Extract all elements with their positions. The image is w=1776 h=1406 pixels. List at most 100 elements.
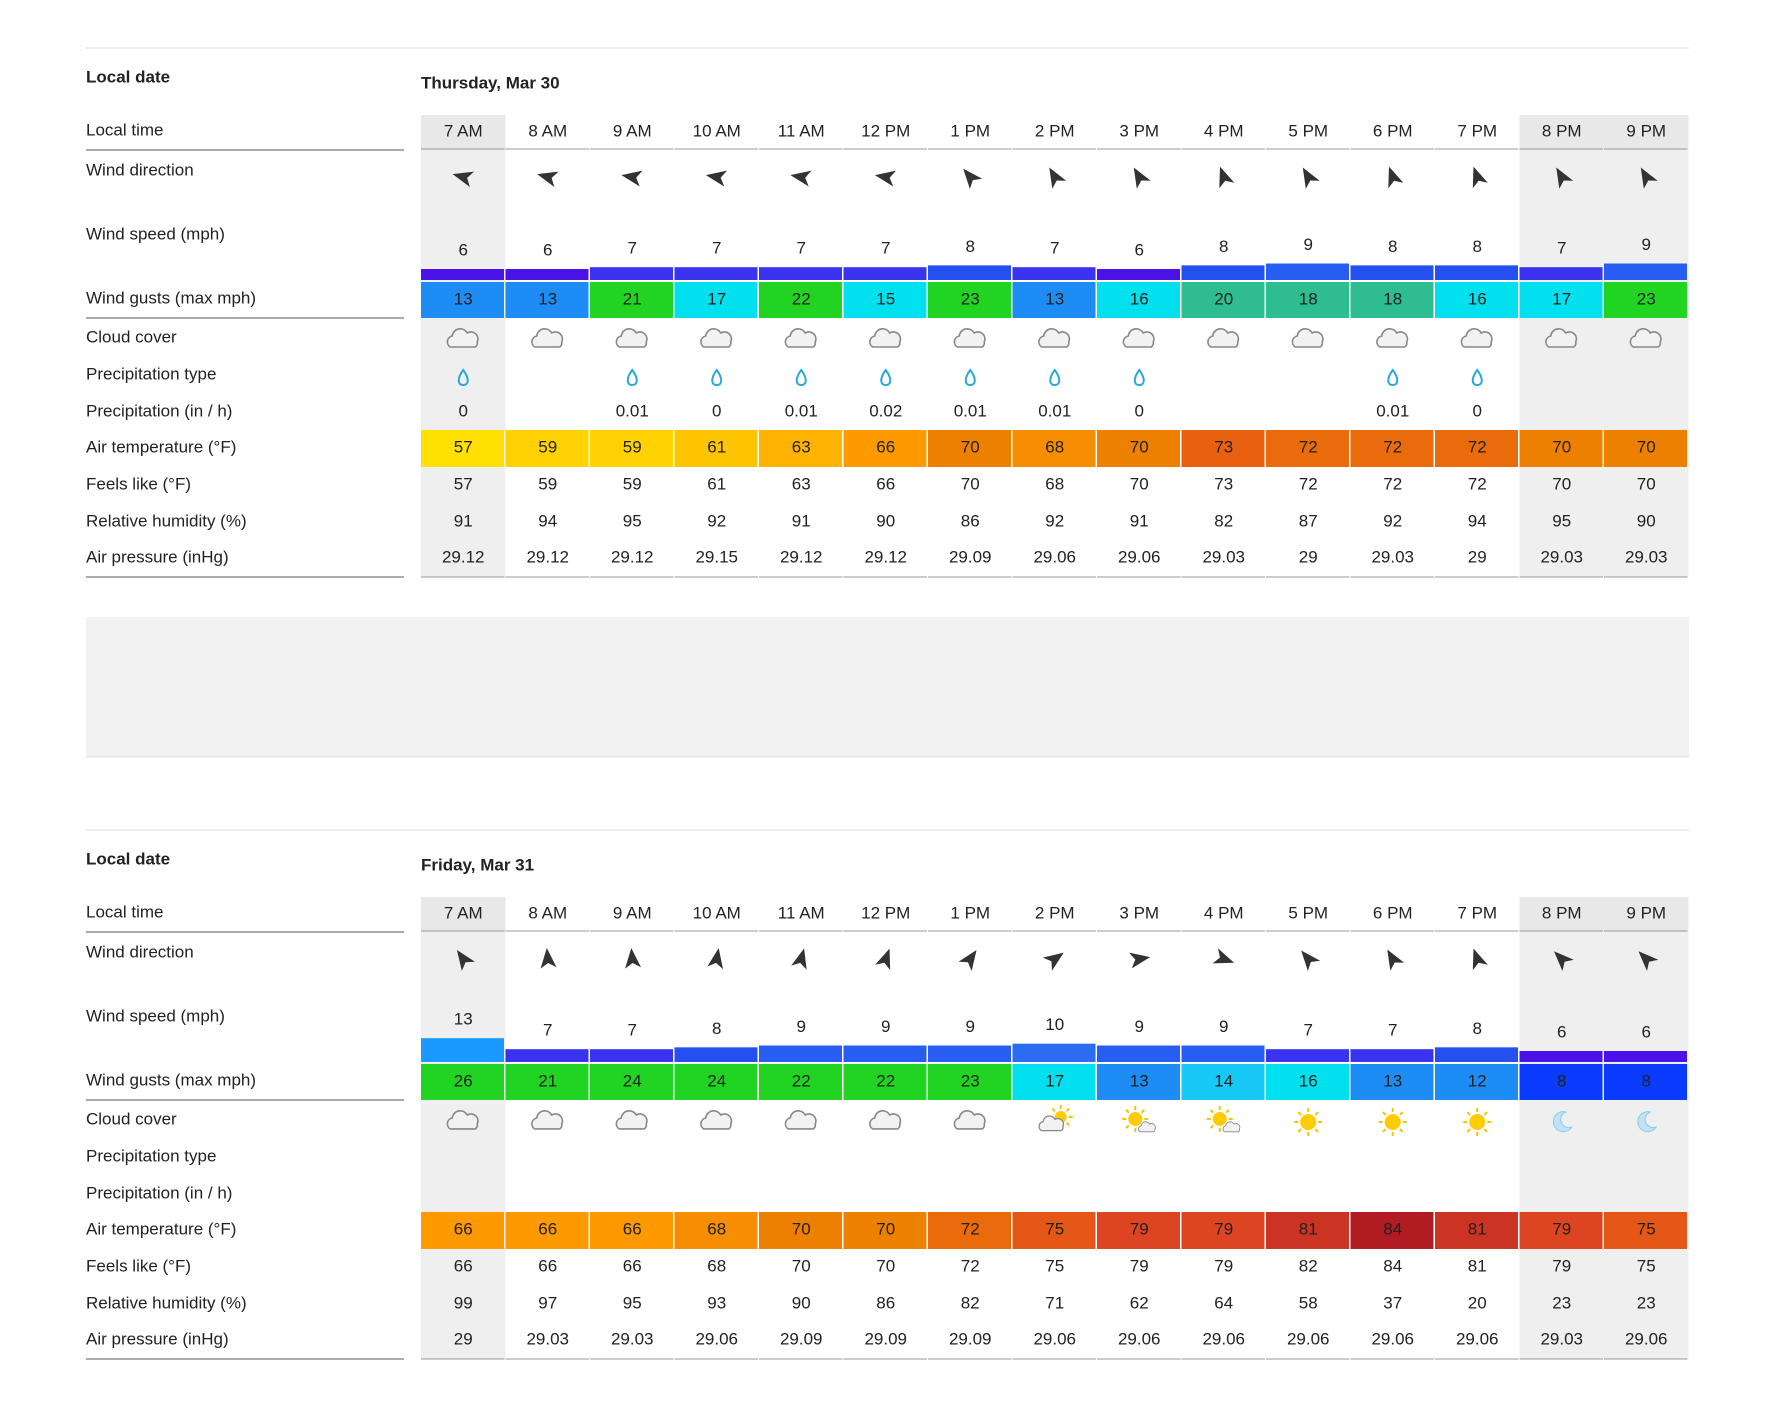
cloud xyxy=(446,328,479,348)
moon xyxy=(1552,1111,1573,1133)
rain-drop xyxy=(880,368,892,387)
temp-cell xyxy=(1435,430,1518,467)
gust-cell xyxy=(590,1063,673,1100)
rain-drop xyxy=(626,368,638,387)
sun-ray xyxy=(1466,1128,1471,1133)
gust-cell xyxy=(505,1063,589,1100)
time-label: 7 PM xyxy=(1457,903,1497,922)
row-label: Wind gusts (max mph) xyxy=(86,1070,256,1089)
time-label: 8 AM xyxy=(528,903,567,922)
local-date-label: Local date xyxy=(86,849,170,868)
temp-cell xyxy=(1350,1211,1434,1249)
wind-speed: 7 xyxy=(881,239,890,258)
cell-value: 23 xyxy=(1637,1293,1656,1312)
cell-value: 29.12 xyxy=(526,547,569,566)
temp-cell xyxy=(1519,430,1603,467)
gust-cell xyxy=(759,282,842,318)
gust-value: 17 xyxy=(1045,1071,1064,1090)
gust-value: 13 xyxy=(1045,289,1064,308)
time-label: 10 AM xyxy=(693,121,741,140)
cell-value: 75 xyxy=(1045,1256,1064,1275)
temp-value: 66 xyxy=(876,437,895,456)
wind-speed-bar xyxy=(1097,269,1180,280)
day-table: Local date Thursday, Mar 30 Local time 7 AM… xyxy=(86,47,1689,758)
gust-value: 22 xyxy=(792,1071,811,1090)
cell-value: 29.12 xyxy=(780,547,823,566)
wind-speed-bar xyxy=(421,1038,504,1062)
temp-value: 59 xyxy=(538,437,557,456)
cell-value: 72 xyxy=(1383,474,1402,493)
gust-value: 17 xyxy=(1552,289,1571,308)
cell-value: 92 xyxy=(707,511,726,530)
gust-value: 13 xyxy=(1130,1071,1149,1090)
temp-cell xyxy=(1519,1211,1603,1249)
temp-value: 84 xyxy=(1383,1219,1402,1238)
cell-value: 29.06 xyxy=(1118,547,1161,566)
wind-arrow xyxy=(791,948,807,970)
sun-ray xyxy=(1399,1111,1404,1116)
sun xyxy=(1300,1113,1317,1130)
cell-value: 29.06 xyxy=(1625,1329,1668,1348)
wind-speed: 8 xyxy=(1473,237,1482,256)
cell-value: 94 xyxy=(1468,511,1487,530)
cell-value: 82 xyxy=(961,1293,980,1312)
gust-value: 22 xyxy=(792,289,811,308)
cloud xyxy=(1138,1121,1156,1133)
gust-cell xyxy=(505,282,589,318)
gust-value: 21 xyxy=(623,289,642,308)
gust-cell xyxy=(1097,1063,1180,1100)
temp-value: 68 xyxy=(707,1219,726,1238)
gust-value: 13 xyxy=(1383,1071,1402,1090)
gust-cell xyxy=(1350,282,1434,318)
gust-cell xyxy=(759,1063,842,1100)
cell-value: 81 xyxy=(1468,1256,1487,1275)
wind-speed: 7 xyxy=(797,239,806,258)
cell-value: 29.03 xyxy=(526,1329,569,1348)
row-label: Relative humidity (%) xyxy=(86,1293,247,1312)
cell-value: 29.09 xyxy=(780,1329,823,1348)
shaded-header xyxy=(421,896,506,931)
cloud xyxy=(1629,328,1662,348)
row-label: Air pressure (inHg) xyxy=(86,547,229,566)
gust-cell xyxy=(421,282,504,318)
row-label: Wind direction xyxy=(86,942,194,961)
gust-cell xyxy=(674,282,758,318)
shaded-header xyxy=(1519,896,1604,931)
cell-value: 57 xyxy=(454,474,473,493)
cloud xyxy=(869,328,902,348)
gust-cell xyxy=(1181,1063,1265,1100)
gust-value: 16 xyxy=(1468,289,1487,308)
wind-speed-bar xyxy=(928,265,1011,280)
wind-speed-bar xyxy=(843,1045,927,1062)
temp-value: 72 xyxy=(1468,437,1487,456)
cloud xyxy=(700,328,733,348)
rain-drop xyxy=(1387,368,1399,387)
temp-cell xyxy=(505,430,589,467)
wind-speed: 8 xyxy=(1219,237,1228,256)
gust-cell xyxy=(1266,282,1349,318)
cell-value: 29 xyxy=(454,1329,473,1348)
wind-arrow xyxy=(707,948,724,970)
cloud xyxy=(1460,328,1493,348)
gust-cell xyxy=(590,282,673,318)
cell-value: 29.06 xyxy=(1456,1329,1499,1348)
temp-value: 59 xyxy=(623,437,642,456)
gust-value: 14 xyxy=(1214,1071,1233,1090)
sun-ray xyxy=(1399,1128,1404,1133)
cell-value: 29.06 xyxy=(1118,1329,1161,1348)
wind-arrow xyxy=(1128,952,1151,969)
wind-speed-bar xyxy=(1604,263,1687,280)
row-label: Air temperature (°F) xyxy=(86,1219,236,1238)
temp-cell xyxy=(1097,430,1180,467)
wind-speed: 6 xyxy=(459,241,468,260)
cloud xyxy=(615,1109,648,1130)
cell-value: 62 xyxy=(1130,1293,1149,1312)
cell-value: 0.01 xyxy=(1038,401,1071,420)
cell-value: 90 xyxy=(876,511,895,530)
gust-cell xyxy=(843,282,927,318)
time-label: 9 AM xyxy=(613,903,652,922)
wind-arrow xyxy=(874,170,897,187)
cell-value: 29.06 xyxy=(1287,1329,1330,1348)
gust-value: 15 xyxy=(876,289,895,308)
